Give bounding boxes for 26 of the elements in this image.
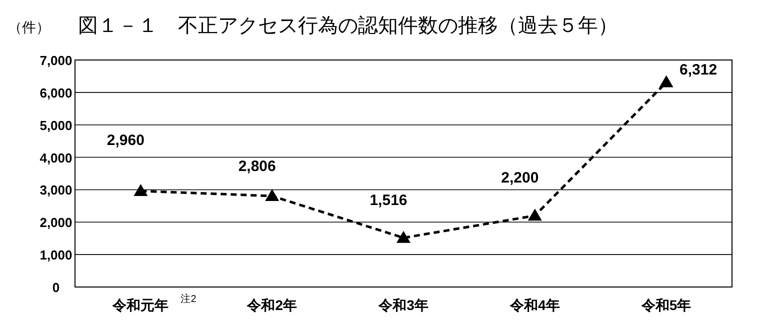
y-tick-label: 0 — [52, 280, 60, 295]
point — [265, 189, 280, 202]
y-tick-label: 5,000 — [40, 118, 72, 133]
point — [659, 75, 674, 88]
text: 1,516 — [370, 192, 408, 209]
text: 6,312 — [680, 61, 718, 78]
y-tick-label: 7,000 — [40, 53, 72, 68]
text: 注2 — [180, 293, 197, 305]
x-tick-label: 令和5年 — [640, 297, 692, 313]
point — [528, 208, 542, 221]
text: 2,960 — [106, 132, 144, 150]
y-tick-label: 1,000 — [40, 248, 72, 263]
x-tick-label: 令和元年 — [112, 297, 169, 313]
point — [134, 184, 148, 196]
text: 2,806 — [238, 158, 276, 176]
point — [396, 230, 410, 243]
x-tick-label: 令和4年 — [509, 297, 560, 313]
x-tick-label: 令和2年 — [246, 297, 297, 313]
y-axis-title: （件） — [8, 19, 50, 35]
y-tick-label: 3,000 — [40, 182, 72, 198]
y-tick-label: 4,000 — [40, 150, 72, 166]
y-tick-label: 2,000 — [40, 215, 72, 230]
chart-title: 図１－１ 不正アクセス行為の認知件数の推移（過去５年） — [78, 15, 618, 37]
y-tick-label: 6,000 — [40, 85, 72, 100]
x-tick-label: 令和3年 — [378, 297, 428, 313]
text: 2,200 — [501, 170, 539, 187]
